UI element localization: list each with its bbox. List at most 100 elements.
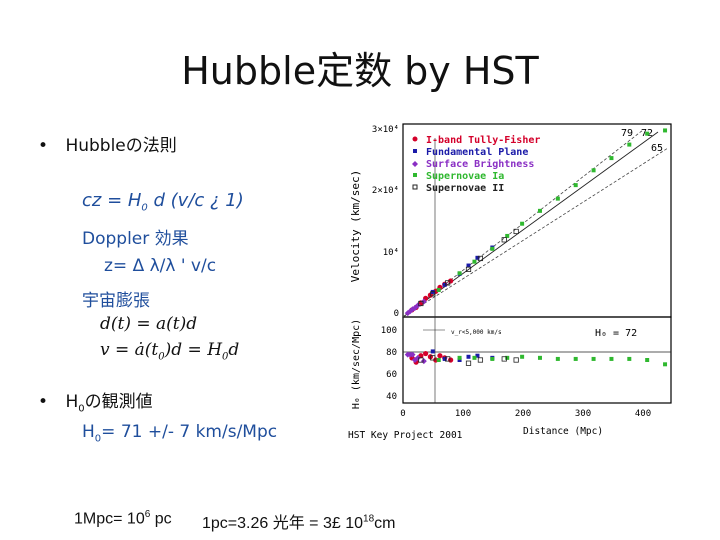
data-point-supernovae-ii (445, 280, 451, 286)
units-mpc-sup: 6 (144, 509, 151, 520)
data-point-supernovae-ia (472, 259, 477, 264)
data-point-fundamental-plane (475, 255, 480, 260)
fit-label-65: 65 (651, 143, 663, 154)
data-point-supernovae-ii (477, 255, 484, 262)
expansion-label: 宇宙膨張 (82, 291, 150, 311)
h0-label: H₀ = 72 (595, 328, 637, 339)
data-point-supernovae-ia (627, 142, 632, 147)
data-point-supernovae-ia (609, 356, 614, 361)
cz-formula-lhs: cz = H (82, 190, 142, 211)
legend-label-3: Supernovae Ia (426, 171, 504, 182)
doppler-label: Doppler 効果 (82, 229, 189, 249)
xtick-3: 300 (575, 409, 591, 419)
data-point-supernovae-ia (573, 183, 578, 188)
cz-formula: cz = H0 d (v/c ¿ 1) (82, 190, 244, 214)
eq2-right: d (228, 340, 240, 360)
data-point-supernovae-ia (490, 246, 495, 251)
ytick-bot-0: 100 (381, 326, 397, 336)
eq2-left: v = ȧ(t (100, 340, 159, 360)
data-point-supernovae-ia (645, 131, 650, 136)
data-point-supernovae-ii (501, 356, 507, 362)
data-point-supernovae-ia (663, 128, 668, 133)
units-pc-post: cm (374, 515, 396, 532)
data-point-fundamental-plane (442, 356, 447, 361)
data-point-fundamental-plane (430, 349, 435, 354)
units-pc-pre: 1pc=3.26 光年 = 3£ 10 (202, 515, 364, 532)
h0-value-sub: 0 (94, 433, 102, 445)
ytick-top-0: 3×10⁴ (372, 125, 399, 135)
data-point-i-band-tully-fisher (437, 353, 443, 359)
data-point-supernovae-ia (591, 356, 596, 361)
data-point-supernovae-ia (627, 356, 632, 361)
bottom-ylabel: H₀ (km/sec/Mpc) (351, 319, 362, 409)
bullet-marker: • (38, 136, 49, 156)
xlabel: Distance (Mpc) (523, 426, 603, 437)
bottom-panel-frame (402, 316, 672, 404)
units-mpc: 1Mpc= 106 pc (74, 509, 172, 528)
data-point-supernovae-ia (436, 287, 441, 292)
xtick-0: 0 (400, 409, 405, 419)
data-point-supernovae-ia (520, 221, 525, 226)
data-point-supernovae-ii (418, 357, 424, 363)
data-point-supernovae-ii (513, 228, 519, 235)
xtick-4: 400 (635, 409, 651, 419)
data-point-supernovae-ia (663, 362, 668, 367)
data-point-fundamental-plane (475, 353, 480, 358)
ytick-bot-1: 80 (386, 348, 397, 358)
legend-marker-4 (412, 184, 418, 190)
data-point-supernovae-ii (445, 356, 451, 362)
legend-label-4: Supernovae II (426, 183, 504, 194)
eq2-sub2: 0 (222, 351, 229, 363)
data-point-surface-brightness (414, 302, 421, 309)
eq2-sub: 0 (158, 351, 165, 363)
units-mpc-post: pc (150, 510, 172, 528)
bullet-hubble-law: • Hubbleの法則 (38, 131, 177, 156)
data-point-supernovae-ia (609, 156, 614, 161)
bullet2-label-pre: H (65, 392, 79, 412)
h0-value-pre: H (82, 422, 95, 442)
data-point-supernovae-ia (457, 355, 462, 360)
data-point-surface-brightness (409, 351, 416, 358)
ytick-top-1: 2×10⁴ (372, 186, 399, 196)
figure-caption: HST Key Project 2001 (348, 430, 463, 441)
data-point-supernovae-ia (490, 356, 495, 361)
bottom-panel-points (404, 349, 668, 367)
data-point-supernovae-ii (501, 237, 507, 243)
data-point-supernovae-ii (418, 300, 424, 307)
data-point-fundamental-plane (442, 282, 447, 287)
bullet2-label: H0の観測値 (65, 392, 152, 414)
data-point-surface-brightness (420, 358, 427, 365)
data-point-supernovae-ia (645, 358, 650, 362)
data-point-i-band-tully-fisher (448, 357, 454, 363)
data-point-supernovae-ii (465, 266, 472, 272)
equation-velocity: v = ȧ(t0)d = H0d (100, 340, 239, 362)
legend-marker-3 (413, 173, 417, 177)
cz-formula-rest: d (v/c ¿ 1) (147, 190, 244, 211)
data-point-supernovae-ia (457, 271, 462, 276)
legend-label-0: I-band Tully-Fisher (426, 134, 540, 146)
data-point-supernovae-ii (477, 357, 484, 363)
data-point-supernovae-ia (555, 196, 560, 201)
bullet-marker: • (38, 392, 49, 412)
units-mpc-pre: 1Mpc= 10 (74, 510, 145, 528)
legend: I-band Tully-Fisher Fundamental Plane Su… (412, 134, 540, 194)
ytick-top-3: 0 (394, 309, 399, 319)
data-point-supernovae-ia (436, 358, 441, 362)
data-point-i-band-tully-fisher (423, 350, 429, 357)
data-point-supernovae-ii (430, 355, 436, 361)
data-point-surface-brightness (414, 354, 421, 361)
top-panel-points (404, 128, 668, 317)
ytick-top-2: 10⁴ (383, 248, 399, 258)
data-point-supernovae-ii (465, 360, 472, 366)
page-title: Hubble定数 by HST (181, 49, 539, 93)
data-point-supernovae-ia (573, 356, 578, 361)
legend-marker-2 (412, 161, 418, 167)
ytick-bot-3: 40 (386, 392, 397, 402)
annotation-vr: v_r<5,000 km/s (451, 329, 502, 336)
data-point-supernovae-ia (520, 354, 525, 359)
data-point-supernovae-ia (591, 168, 596, 173)
data-point-supernovae-ia (537, 355, 542, 360)
legend-marker-1 (413, 149, 417, 153)
data-point-surface-brightness (409, 306, 416, 313)
h0-value-post: = 71 +/- 7 km/s/Mpc (101, 422, 278, 442)
